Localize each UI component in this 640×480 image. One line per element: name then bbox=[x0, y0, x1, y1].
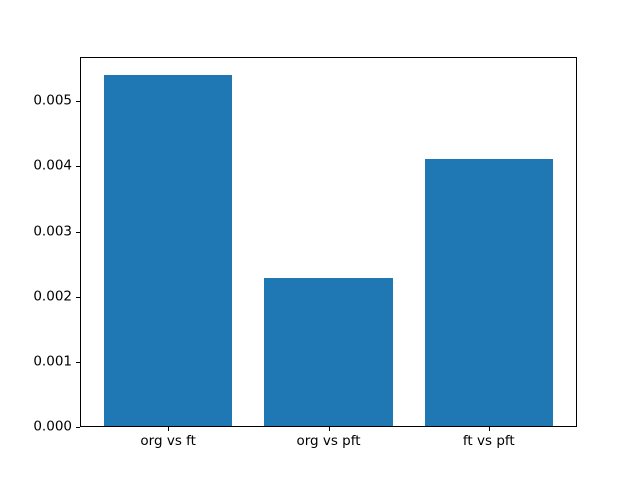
y-tick-mark bbox=[76, 427, 80, 428]
bar-ft-vs-pft bbox=[424, 159, 553, 426]
y-tick-label: 0.003 bbox=[33, 222, 72, 239]
x-tick-label-org-vs-ft: org vs ft bbox=[140, 433, 196, 449]
y-tick-label: 0.002 bbox=[33, 287, 72, 304]
y-tick-mark bbox=[76, 101, 80, 103]
x-tick-mark bbox=[328, 427, 330, 431]
y-tick-mark bbox=[76, 166, 80, 168]
bar-org-vs-pft bbox=[264, 278, 393, 426]
bar-org-vs-ft bbox=[104, 74, 233, 426]
y-tick-label: 0.001 bbox=[33, 353, 72, 370]
x-tick-label-ft-vs-pft: ft vs pft bbox=[462, 433, 515, 449]
y-tick-label: 0.004 bbox=[33, 157, 72, 174]
y-tick-mark bbox=[76, 231, 80, 233]
x-tick-mark bbox=[488, 427, 490, 431]
y-tick-mark bbox=[76, 296, 80, 298]
x-tick-label-org-vs-pft: org vs pft bbox=[296, 433, 361, 449]
y-tick-label: 0.000 bbox=[33, 418, 72, 435]
y-tick-label: 0.005 bbox=[33, 92, 72, 109]
x-tick-mark bbox=[168, 427, 170, 431]
y-tick-mark bbox=[76, 361, 80, 363]
